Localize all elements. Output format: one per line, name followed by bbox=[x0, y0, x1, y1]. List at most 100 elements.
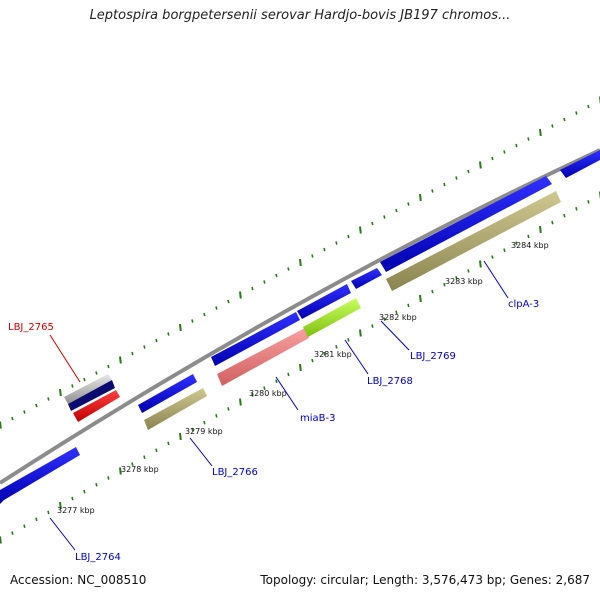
outer-tick-mark bbox=[287, 267, 290, 271]
outer-tick-mark bbox=[383, 215, 386, 219]
outer-tick-mark bbox=[431, 189, 434, 193]
inner-tick-mark bbox=[287, 372, 290, 377]
kbp-tick-label: 3279 kbp bbox=[185, 427, 223, 436]
cds-miab3-fwd[interactable] bbox=[211, 312, 300, 366]
outer-tick-mark bbox=[23, 410, 26, 414]
cds-next-fwd[interactable] bbox=[560, 150, 600, 178]
inner-tick-mark bbox=[383, 317, 386, 321]
leader-line-lbj2765 bbox=[49, 334, 81, 383]
inner-tick-mark bbox=[251, 393, 254, 397]
cds-lbj2766-khaki[interactable] bbox=[144, 388, 207, 430]
inner-tick-mark bbox=[539, 225, 542, 234]
inner-tick-mark bbox=[299, 363, 302, 372]
outer-tick-mark bbox=[371, 221, 374, 226]
inner-tick-mark bbox=[107, 476, 110, 480]
kbp-tick-label: 3283 kbp bbox=[445, 277, 483, 286]
cds-lbj2765-gray[interactable] bbox=[64, 374, 112, 404]
leader-line-lbj2764 bbox=[49, 517, 76, 551]
cds-lbj2769-fwd[interactable] bbox=[351, 268, 382, 289]
outer-tick-mark bbox=[407, 202, 410, 206]
outer-tick-mark bbox=[83, 377, 86, 382]
inner-tick-mark bbox=[335, 345, 338, 349]
inner-tick-mark bbox=[35, 517, 38, 522]
outer-tick-mark bbox=[527, 137, 530, 141]
outer-tick-mark bbox=[515, 143, 518, 148]
inner-tick-mark bbox=[527, 234, 530, 239]
outer-tick-mark bbox=[503, 150, 506, 154]
outer-tick-mark bbox=[587, 104, 590, 109]
leader-line-lbj2769 bbox=[380, 320, 410, 351]
inner-tick-mark bbox=[311, 358, 314, 363]
outer-tick-mark bbox=[59, 388, 62, 397]
inner-tick-mark bbox=[395, 310, 398, 315]
inner-tick-ring bbox=[0, 191, 600, 544]
cds-clpa3-fwd[interactable] bbox=[380, 176, 552, 272]
inner-tick-mark bbox=[407, 303, 410, 308]
inner-tick-mark bbox=[0, 536, 2, 544]
outer-tick-mark bbox=[215, 306, 218, 310]
genome-summary-text: Topology: circular; Length: 3,576,473 bp… bbox=[260, 573, 590, 587]
inner-tick-mark bbox=[203, 420, 206, 425]
inner-tick-mark bbox=[83, 489, 86, 494]
outer-tick-mark bbox=[131, 351, 134, 356]
gene-label-lbj2769[interactable]: LBJ_2769 bbox=[410, 351, 456, 362]
inner-tick-mark bbox=[179, 432, 182, 441]
outer-tick-mark bbox=[491, 156, 494, 161]
accession-text: Accession: NC_008510 bbox=[10, 573, 147, 587]
outer-tick-mark bbox=[119, 356, 122, 364]
cds-clpa3-khaki[interactable] bbox=[386, 191, 561, 291]
inner-tick-mark bbox=[491, 255, 494, 259]
outer-tick-mark bbox=[419, 193, 422, 202]
cds-miab3-pink[interactable] bbox=[217, 328, 309, 386]
outer-tick-ring bbox=[0, 96, 600, 429]
kbp-tick-label: 3284 kbp bbox=[511, 241, 549, 250]
outer-tick-mark bbox=[299, 258, 302, 267]
inner-tick-mark bbox=[23, 524, 26, 528]
inner-tick-mark bbox=[551, 220, 554, 225]
outer-tick-mark bbox=[227, 299, 230, 304]
cds-lbj2765-red[interactable] bbox=[73, 390, 120, 422]
gene-label-miab3[interactable]: miaB-3 bbox=[300, 413, 335, 424]
inner-tick-mark bbox=[155, 448, 158, 453]
outer-tick-mark bbox=[467, 169, 470, 174]
outer-tick-mark bbox=[575, 111, 578, 115]
outer-tick-mark bbox=[191, 319, 194, 323]
inner-tick-mark bbox=[131, 462, 134, 466]
outer-tick-mark bbox=[203, 312, 206, 317]
gene-label-lbj2764[interactable]: LBJ_2764 bbox=[75, 552, 121, 563]
outer-tick-mark bbox=[275, 273, 278, 278]
cds-lbj2768-lime[interactable] bbox=[303, 298, 361, 337]
inner-tick-mark bbox=[323, 351, 326, 356]
gene-label-lbj2765[interactable]: LBJ_2765 bbox=[8, 322, 54, 333]
outer-tick-mark bbox=[179, 323, 182, 332]
inner-tick-mark bbox=[503, 248, 506, 252]
inner-tick-mark bbox=[71, 496, 74, 501]
leader-line-miab3 bbox=[275, 376, 299, 411]
gene-label-lbj2766[interactable]: LBJ_2766 bbox=[212, 467, 258, 478]
inner-tick-mark bbox=[263, 386, 266, 390]
outer-tick-mark bbox=[335, 241, 338, 245]
inner-tick-mark bbox=[419, 294, 422, 303]
outer-tick-mark bbox=[479, 161, 482, 169]
cds-lbj2768-fwd[interactable] bbox=[297, 284, 351, 319]
inner-tick-mark bbox=[95, 483, 98, 487]
inner-tick-mark bbox=[143, 455, 146, 459]
outer-tick-mark bbox=[443, 182, 446, 187]
outer-tick-mark bbox=[71, 384, 74, 388]
kbp-tick-label: 3281 kbp bbox=[314, 350, 352, 359]
inner-tick-mark bbox=[239, 398, 242, 406]
gene-label-clpa3[interactable]: clpA-3 bbox=[508, 299, 539, 310]
cds-lbj2764[interactable] bbox=[0, 447, 80, 504]
cds-lbj2766-fwd[interactable] bbox=[138, 374, 197, 413]
outer-tick-mark bbox=[359, 226, 362, 234]
inner-tick-mark bbox=[11, 531, 14, 535]
gene-label-lbj2768[interactable]: LBJ_2768 bbox=[367, 376, 413, 387]
inner-tick-mark bbox=[587, 200, 590, 204]
inner-tick-mark bbox=[563, 213, 566, 218]
inner-tick-mark bbox=[479, 260, 482, 268]
inner-tick-mark bbox=[59, 501, 62, 510]
inner-tick-mark bbox=[275, 379, 278, 384]
outer-tick-mark bbox=[0, 421, 2, 429]
cds-lbj2765-navy[interactable] bbox=[68, 380, 115, 411]
